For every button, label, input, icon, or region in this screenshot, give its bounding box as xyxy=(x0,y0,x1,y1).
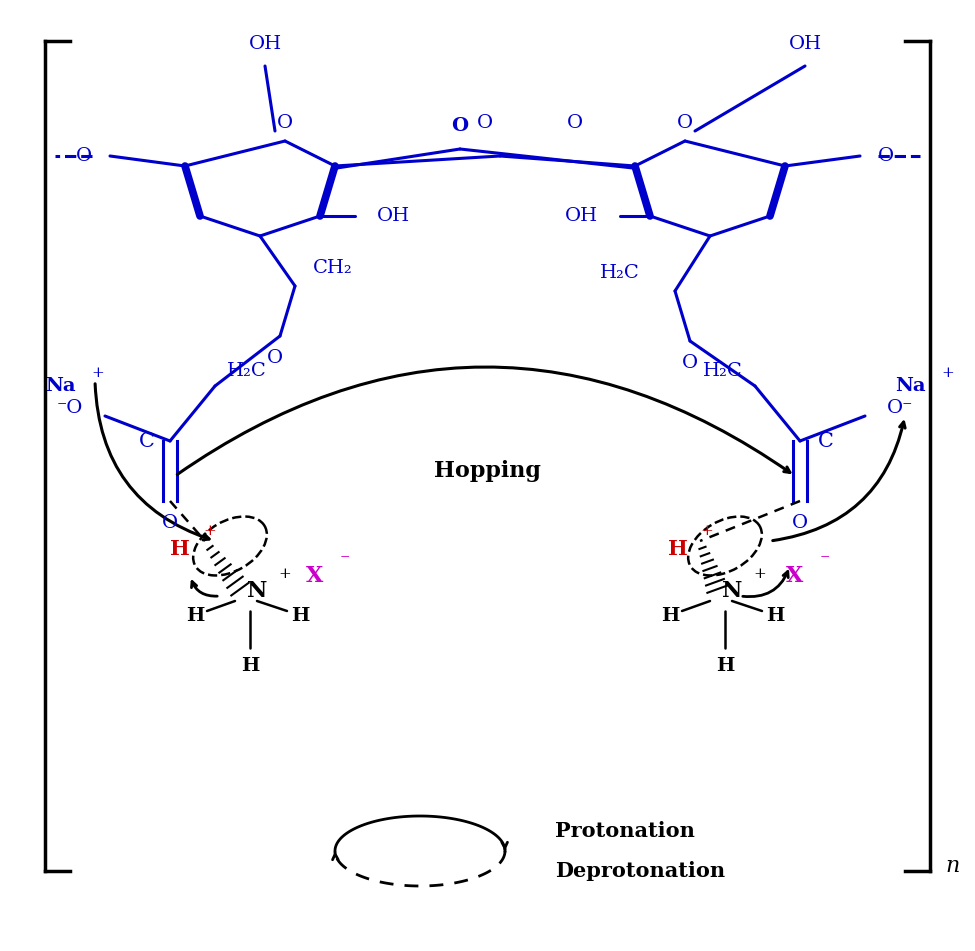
Text: H: H xyxy=(661,607,680,625)
Text: O: O xyxy=(477,114,493,132)
Text: H₂C: H₂C xyxy=(703,362,743,380)
Text: O: O xyxy=(682,354,698,372)
Text: Hopping: Hopping xyxy=(434,460,540,482)
Text: O: O xyxy=(267,349,283,367)
Text: X: X xyxy=(786,565,803,587)
Text: H: H xyxy=(291,607,309,625)
Text: n: n xyxy=(945,855,959,877)
Text: O: O xyxy=(277,114,293,132)
Text: OH: OH xyxy=(565,207,598,225)
Text: O: O xyxy=(451,117,469,135)
Text: +: + xyxy=(92,366,104,380)
Text: +: + xyxy=(754,567,766,581)
Text: +: + xyxy=(279,567,292,581)
Text: O: O xyxy=(162,514,178,532)
Text: Na: Na xyxy=(895,377,925,395)
Text: OH: OH xyxy=(249,35,282,53)
Text: Deprotonation: Deprotonation xyxy=(555,861,725,881)
Text: O⁻: O⁻ xyxy=(887,399,914,417)
Text: H₂C: H₂C xyxy=(601,264,640,282)
Text: H: H xyxy=(241,657,259,675)
Text: O: O xyxy=(76,147,92,165)
Text: +: + xyxy=(942,366,955,380)
Text: H: H xyxy=(716,657,734,675)
Text: ⁻: ⁻ xyxy=(340,552,350,570)
Text: H: H xyxy=(668,539,688,559)
Text: ⁻O: ⁻O xyxy=(57,399,83,417)
Text: O: O xyxy=(878,147,894,165)
Text: N: N xyxy=(722,580,742,602)
Text: X: X xyxy=(306,565,324,587)
Text: O: O xyxy=(566,114,583,132)
Text: +: + xyxy=(204,524,216,538)
Text: Protonation: Protonation xyxy=(555,821,695,841)
Text: C: C xyxy=(139,432,155,451)
Text: H: H xyxy=(170,539,190,559)
Text: C: C xyxy=(818,432,834,451)
Text: +: + xyxy=(701,524,714,538)
Text: H₂C: H₂C xyxy=(227,362,267,380)
Text: Na: Na xyxy=(45,377,75,395)
Text: O: O xyxy=(677,114,693,132)
Text: OH: OH xyxy=(377,207,410,225)
Text: H: H xyxy=(765,607,784,625)
Text: H: H xyxy=(186,607,204,625)
Text: N: N xyxy=(247,580,267,602)
Text: OH: OH xyxy=(789,35,822,53)
Text: ⁻: ⁻ xyxy=(820,552,830,570)
Text: CH₂: CH₂ xyxy=(313,259,353,277)
Text: O: O xyxy=(792,514,808,532)
